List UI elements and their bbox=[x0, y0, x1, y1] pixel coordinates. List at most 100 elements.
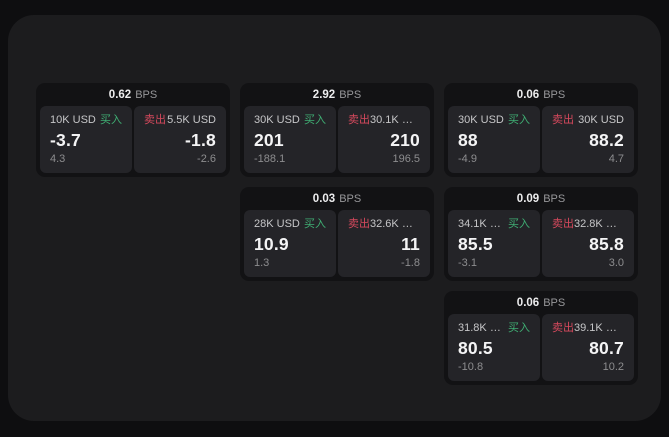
sell-change: 4.7 bbox=[608, 153, 624, 165]
sell-price: 88.2 bbox=[589, 130, 624, 150]
quote-panels: 28K USD 买入 10.9 1.3 卖出 32.6K USD 11 -1.8 bbox=[244, 210, 430, 277]
buy-badge: 买入 bbox=[304, 114, 326, 126]
bps-value: 0.09 bbox=[516, 192, 540, 205]
buy-change: 1.3 bbox=[254, 257, 270, 269]
sell-quote-panel[interactable]: 卖出 30.1K USD 210 196.5 bbox=[338, 106, 430, 173]
buy-amount: 28K USD bbox=[254, 218, 300, 230]
bps-value: 0.06 bbox=[516, 296, 540, 309]
buy-price: 88 bbox=[458, 130, 478, 150]
quote-card: 2.92 BPS 30K USD 买入 201 -188.1 卖出 30.1K … bbox=[240, 83, 434, 177]
sell-amount: 32.8K USD bbox=[574, 218, 624, 230]
sell-panel-top: 卖出 32.8K USD bbox=[552, 218, 624, 231]
quote-panels: 34.1K USD 买入 85.5 -3.1 卖出 32.8K USD 85.8… bbox=[448, 210, 634, 277]
buy-badge: 买入 bbox=[508, 114, 530, 126]
card-header: 0.03 BPS bbox=[244, 187, 430, 210]
card-header: 0.09 BPS bbox=[448, 187, 634, 210]
buy-quote-panel[interactable]: 31.8K USD 买入 80.5 -10.8 bbox=[448, 314, 540, 381]
buy-amount: 30K USD bbox=[458, 114, 504, 126]
buy-quote-panel[interactable]: 30K USD 买入 201 -188.1 bbox=[244, 106, 336, 173]
buy-amount: 34.1K USD bbox=[458, 218, 508, 230]
app-surface: 0.62 BPS 10K USD 买入 -3.7 4.3 卖出 5.5K USD bbox=[8, 15, 661, 421]
quote-card: 0.06 BPS 31.8K USD 买入 80.5 -10.8 卖出 39.1… bbox=[444, 291, 638, 385]
bps-value: 0.06 bbox=[516, 88, 540, 101]
sell-amount: 32.6K USD bbox=[370, 218, 420, 230]
buy-change: -3.1 bbox=[458, 257, 477, 269]
quote-panels: 31.8K USD 买入 80.5 -10.8 卖出 39.1K USD 80.… bbox=[448, 314, 634, 381]
buy-price: 85.5 bbox=[458, 234, 493, 254]
sell-change: -1.8 bbox=[401, 257, 420, 269]
buy-panel-top: 10K USD 买入 bbox=[50, 114, 122, 127]
quote-card: 0.03 BPS 28K USD 买入 10.9 1.3 卖出 32.6K US… bbox=[240, 187, 434, 281]
card-header: 2.92 BPS bbox=[244, 83, 430, 106]
buy-change: 4.3 bbox=[50, 153, 66, 165]
card-header: 0.06 BPS bbox=[448, 83, 634, 106]
sell-amount: 30K USD bbox=[578, 114, 624, 126]
sell-badge: 卖出 bbox=[348, 218, 370, 230]
card-header: 0.62 BPS bbox=[40, 83, 226, 106]
buy-change: -188.1 bbox=[254, 153, 286, 165]
sell-quote-panel[interactable]: 卖出 32.8K USD 85.8 3.0 bbox=[542, 210, 634, 277]
sell-quote-panel[interactable]: 卖出 32.6K USD 11 -1.8 bbox=[338, 210, 430, 277]
bps-value: 0.62 bbox=[108, 88, 132, 101]
bps-unit-label: BPS bbox=[543, 192, 566, 205]
sell-change: 196.5 bbox=[392, 153, 420, 165]
sell-panel-top: 卖出 39.1K USD bbox=[552, 322, 624, 335]
sell-panel-top: 卖出 5.5K USD bbox=[144, 114, 216, 127]
sell-price: -1.8 bbox=[185, 130, 216, 150]
buy-quote-panel[interactable]: 28K USD 买入 10.9 1.3 bbox=[244, 210, 336, 277]
sell-change: -2.6 bbox=[197, 153, 216, 165]
sell-change: 3.0 bbox=[608, 257, 624, 269]
quote-card: 0.62 BPS 10K USD 买入 -3.7 4.3 卖出 5.5K USD bbox=[36, 83, 230, 177]
sell-badge: 卖出 bbox=[144, 114, 166, 126]
buy-price: -3.7 bbox=[50, 130, 81, 150]
buy-panel-top: 31.8K USD 买入 bbox=[458, 322, 530, 335]
sell-badge: 卖出 bbox=[348, 114, 370, 126]
bps-unit-label: BPS bbox=[543, 88, 566, 101]
sell-badge: 卖出 bbox=[552, 322, 574, 334]
buy-price: 201 bbox=[254, 130, 284, 150]
quote-panels: 30K USD 买入 201 -188.1 卖出 30.1K USD 210 1… bbox=[244, 106, 430, 173]
buy-panel-top: 34.1K USD 买入 bbox=[458, 218, 530, 231]
sell-amount: 39.1K USD bbox=[574, 322, 624, 334]
buy-panel-top: 28K USD 买入 bbox=[254, 218, 326, 231]
sell-badge: 卖出 bbox=[552, 114, 574, 126]
buy-change: -10.8 bbox=[458, 361, 484, 373]
sell-quote-panel[interactable]: 卖出 30K USD 88.2 4.7 bbox=[542, 106, 634, 173]
quote-card: 0.06 BPS 30K USD 买入 88 -4.9 卖出 30K USD bbox=[444, 83, 638, 177]
buy-badge: 买入 bbox=[100, 114, 122, 126]
sell-panel-top: 卖出 32.6K USD bbox=[348, 218, 420, 231]
buy-badge: 买入 bbox=[508, 322, 530, 334]
buy-badge: 买入 bbox=[508, 218, 530, 230]
sell-panel-top: 卖出 30K USD bbox=[552, 114, 624, 127]
buy-quote-panel[interactable]: 10K USD 买入 -3.7 4.3 bbox=[40, 106, 132, 173]
sell-price: 210 bbox=[390, 130, 420, 150]
buy-change: -4.9 bbox=[458, 153, 477, 165]
buy-amount: 10K USD bbox=[50, 114, 96, 126]
buy-quote-panel[interactable]: 30K USD 买入 88 -4.9 bbox=[448, 106, 540, 173]
bps-value: 0.03 bbox=[312, 192, 336, 205]
quote-panels: 30K USD 买入 88 -4.9 卖出 30K USD 88.2 4.7 bbox=[448, 106, 634, 173]
bps-unit-label: BPS bbox=[135, 88, 158, 101]
bps-value: 2.92 bbox=[312, 88, 336, 101]
sell-amount: 30.1K USD bbox=[370, 114, 420, 126]
bps-unit-label: BPS bbox=[339, 192, 362, 205]
buy-amount: 31.8K USD bbox=[458, 322, 508, 334]
sell-amount: 5.5K USD bbox=[167, 114, 216, 126]
sell-change: 10.2 bbox=[602, 361, 624, 373]
quote-grid: 0.62 BPS 10K USD 买入 -3.7 4.3 卖出 5.5K USD bbox=[36, 83, 638, 385]
sell-badge: 卖出 bbox=[552, 218, 574, 230]
sell-price: 11 bbox=[401, 234, 420, 254]
buy-price: 80.5 bbox=[458, 338, 493, 358]
sell-quote-panel[interactable]: 卖出 5.5K USD -1.8 -2.6 bbox=[134, 106, 226, 173]
buy-panel-top: 30K USD 买入 bbox=[254, 114, 326, 127]
buy-panel-top: 30K USD 买入 bbox=[458, 114, 530, 127]
sell-panel-top: 卖出 30.1K USD bbox=[348, 114, 420, 127]
buy-price: 10.9 bbox=[254, 234, 289, 254]
quote-card: 0.09 BPS 34.1K USD 买入 85.5 -3.1 卖出 32.8K… bbox=[444, 187, 638, 281]
quote-panels: 10K USD 买入 -3.7 4.3 卖出 5.5K USD -1.8 -2.… bbox=[40, 106, 226, 173]
bps-unit-label: BPS bbox=[543, 296, 566, 309]
sell-price: 80.7 bbox=[589, 338, 624, 358]
buy-quote-panel[interactable]: 34.1K USD 买入 85.5 -3.1 bbox=[448, 210, 540, 277]
sell-price: 85.8 bbox=[589, 234, 624, 254]
sell-quote-panel[interactable]: 卖出 39.1K USD 80.7 10.2 bbox=[542, 314, 634, 381]
